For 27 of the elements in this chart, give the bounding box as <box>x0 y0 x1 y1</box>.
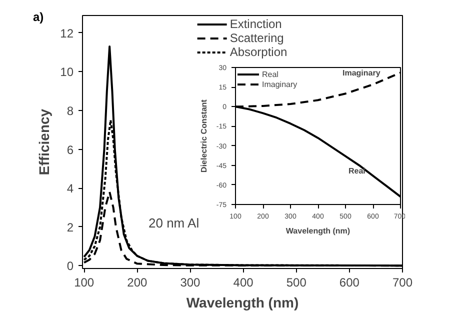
y-tick-label: 4 <box>66 182 74 196</box>
legend-label: Scattering <box>230 31 284 45</box>
y-tick-label: 12 <box>60 26 74 40</box>
annotation: Imaginary <box>342 68 381 78</box>
x-tick-label: 100 <box>74 276 94 290</box>
annotation: Real <box>348 166 366 176</box>
x-tick-label: 700 <box>392 276 413 290</box>
x-axis-title: Wavelength (nm) <box>286 226 350 236</box>
x-tick-label: 400 <box>233 276 254 290</box>
y-tick-label: 0 <box>66 259 74 274</box>
y-tick-label: 6 <box>66 142 74 157</box>
legend-label: Absorption <box>230 45 288 59</box>
legend-label: Imaginary <box>262 79 298 89</box>
legend-label: Real <box>262 69 280 79</box>
legend-label: Extinction <box>230 17 282 31</box>
y-tick-label: 2 <box>66 220 74 234</box>
annotation: 20 nm Al <box>148 216 200 230</box>
x-tick-label: 600 <box>339 276 360 290</box>
y-axis-title: Efficiency <box>36 108 52 176</box>
x-axis-title: Wavelength (nm) <box>186 294 299 310</box>
x-tick-label: 300 <box>180 276 201 290</box>
y-tick-label: 8 <box>66 104 74 118</box>
x-tick-label: 200 <box>127 276 148 290</box>
chart-title: a) <box>33 9 44 26</box>
y-axis-title: Dielectric Constant <box>199 99 208 172</box>
y-tick-label: 10 <box>60 65 74 80</box>
x-tick-label: 500 <box>286 276 307 290</box>
